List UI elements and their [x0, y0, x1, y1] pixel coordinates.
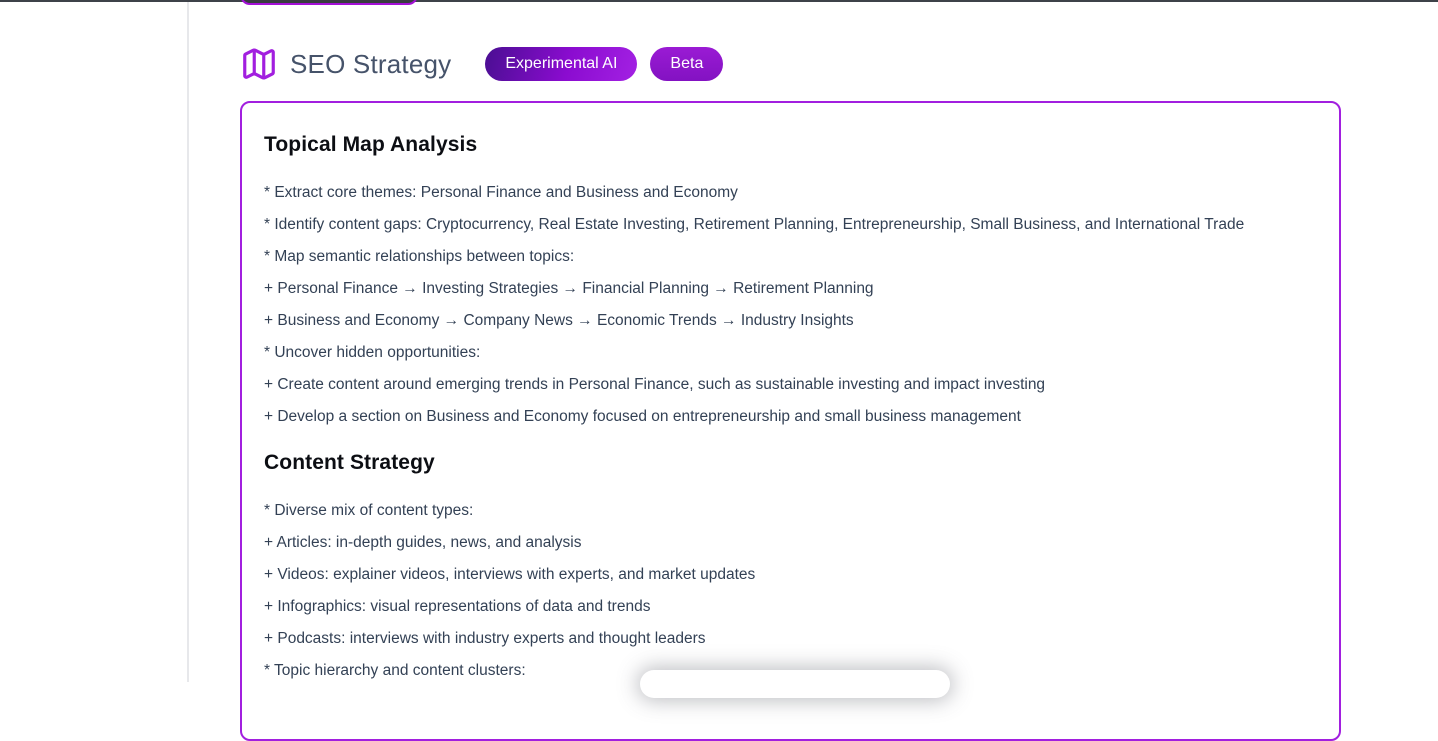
- sidebar-divider: [187, 0, 189, 682]
- analysis-line: + Podcasts: interviews with industry exp…: [264, 630, 706, 647]
- analysis-line: + Infographics: visual representations o…: [264, 598, 651, 615]
- sidebar: [0, 0, 187, 682]
- analysis-line: + Develop a section on Business and Econ…: [264, 408, 1021, 425]
- beta-badge: Beta: [650, 47, 724, 81]
- experimental-ai-badge: Experimental AI: [485, 47, 638, 81]
- analysis-line: * Identify content gaps: Cryptocurrency,…: [264, 216, 1245, 233]
- analysis-line: + Business and Economy → Company News → …: [264, 312, 854, 329]
- analysis-line: * Topic hierarchy and content clusters:: [264, 662, 526, 679]
- page-header: SEO Strategy Experimental AI Beta: [240, 44, 724, 84]
- analysis-line: + Videos: explainer videos, interviews w…: [264, 566, 756, 583]
- section-heading: Content Strategy: [264, 451, 435, 474]
- page-title: SEO Strategy: [290, 48, 452, 79]
- top-cutoff-button[interactable]: [240, 0, 418, 5]
- top-cutoff-bar: [0, 0, 1438, 2]
- analysis-line: * Map semantic relationships between top…: [264, 248, 575, 265]
- section-heading: Topical Map Analysis: [264, 133, 478, 156]
- map-icon: [240, 45, 278, 83]
- analysis-card: Topical Map Analysis * Extract core theme…: [240, 101, 1341, 741]
- analysis-line: * Extract core themes: Personal Finance …: [264, 184, 738, 201]
- analysis-line: + Articles: in-depth guides, news, and a…: [264, 534, 582, 551]
- analysis-line: * Uncover hidden opportunities:: [264, 344, 481, 361]
- analysis-line: + Create content around emerging trends …: [264, 376, 1046, 393]
- bottom-toast-sheet: [640, 670, 950, 698]
- analysis-line: + Personal Finance → Investing Strategie…: [264, 280, 874, 297]
- analysis-line: * Diverse mix of content types:: [264, 502, 474, 519]
